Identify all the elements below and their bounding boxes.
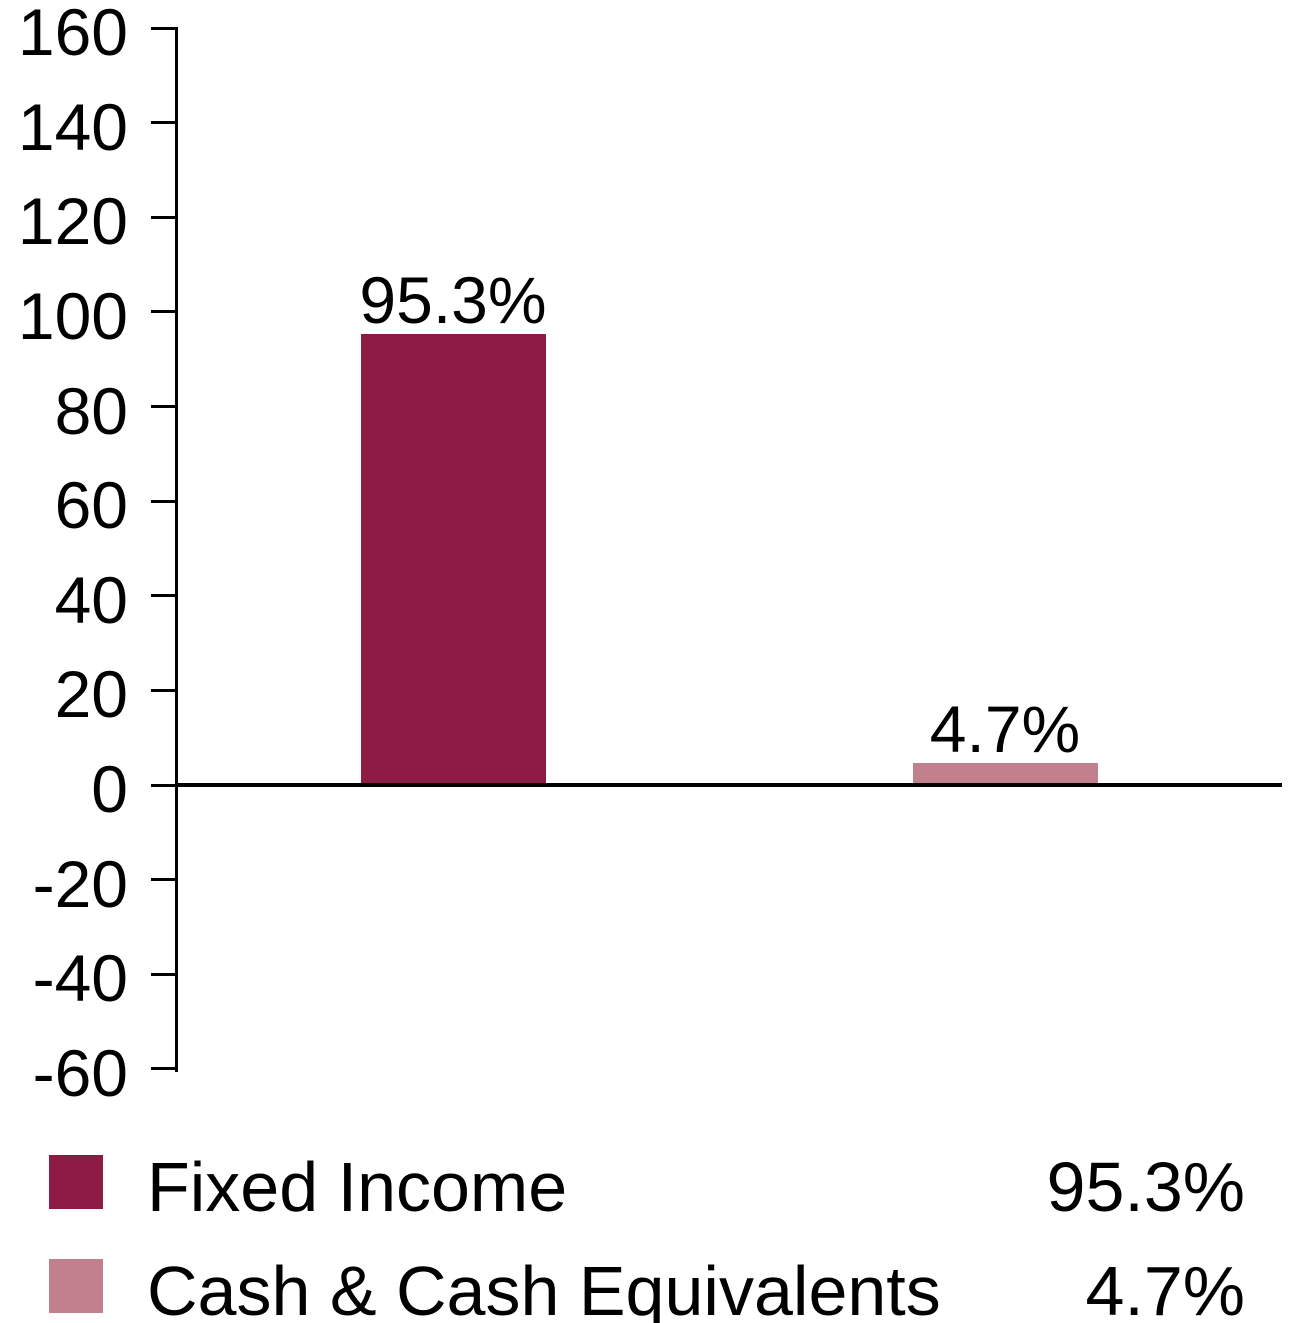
- zero-baseline: [175, 783, 1282, 787]
- y-axis-tick-label: 80: [54, 373, 128, 448]
- y-axis-tick: [151, 405, 178, 408]
- y-axis-tick: [151, 26, 178, 30]
- y-axis-tick-label: 100: [17, 278, 128, 353]
- bar-value-label: 4.7%: [929, 691, 1081, 766]
- y-axis-line: [175, 28, 178, 1072]
- y-axis-tick: [151, 783, 178, 787]
- y-axis-tick-label: 120: [17, 184, 128, 259]
- y-axis-tick: [151, 215, 178, 219]
- y-axis-tick-label: -40: [32, 941, 128, 1016]
- y-axis-tick-label: 60: [54, 468, 128, 543]
- legend-swatch: [49, 1155, 103, 1209]
- y-axis-tick: [151, 499, 178, 503]
- bar-cash-cash-equivalents: [912, 762, 1098, 783]
- legend-value: 4.7%: [1085, 1252, 1245, 1323]
- y-axis-tick-label: 20: [54, 657, 128, 732]
- legend-swatch: [49, 1259, 103, 1313]
- y-axis-tick: [151, 121, 178, 125]
- y-axis-tick: [151, 972, 178, 976]
- y-axis-tick: [151, 688, 178, 692]
- y-axis-tick-label: 160: [17, 0, 128, 69]
- y-axis-tick: [151, 878, 178, 882]
- y-axis-tick-label: 140: [17, 89, 128, 164]
- y-axis-tick: [151, 594, 178, 598]
- y-axis-tick-label: 0: [91, 752, 128, 826]
- y-axis-tick-label: 40: [54, 562, 128, 637]
- legend-label: Fixed Income: [147, 1148, 568, 1226]
- legend-value: 95.3%: [1046, 1148, 1245, 1226]
- y-axis-tick: [151, 1067, 178, 1071]
- legend-label: Cash & Cash Equivalents: [147, 1252, 941, 1323]
- y-axis-tick-label: -60: [32, 1035, 128, 1110]
- y-axis-tick-label: -20: [32, 846, 128, 921]
- y-axis-tick: [151, 310, 178, 314]
- bar-value-label: 95.3%: [359, 263, 547, 338]
- bar-fixed-income: [360, 334, 546, 783]
